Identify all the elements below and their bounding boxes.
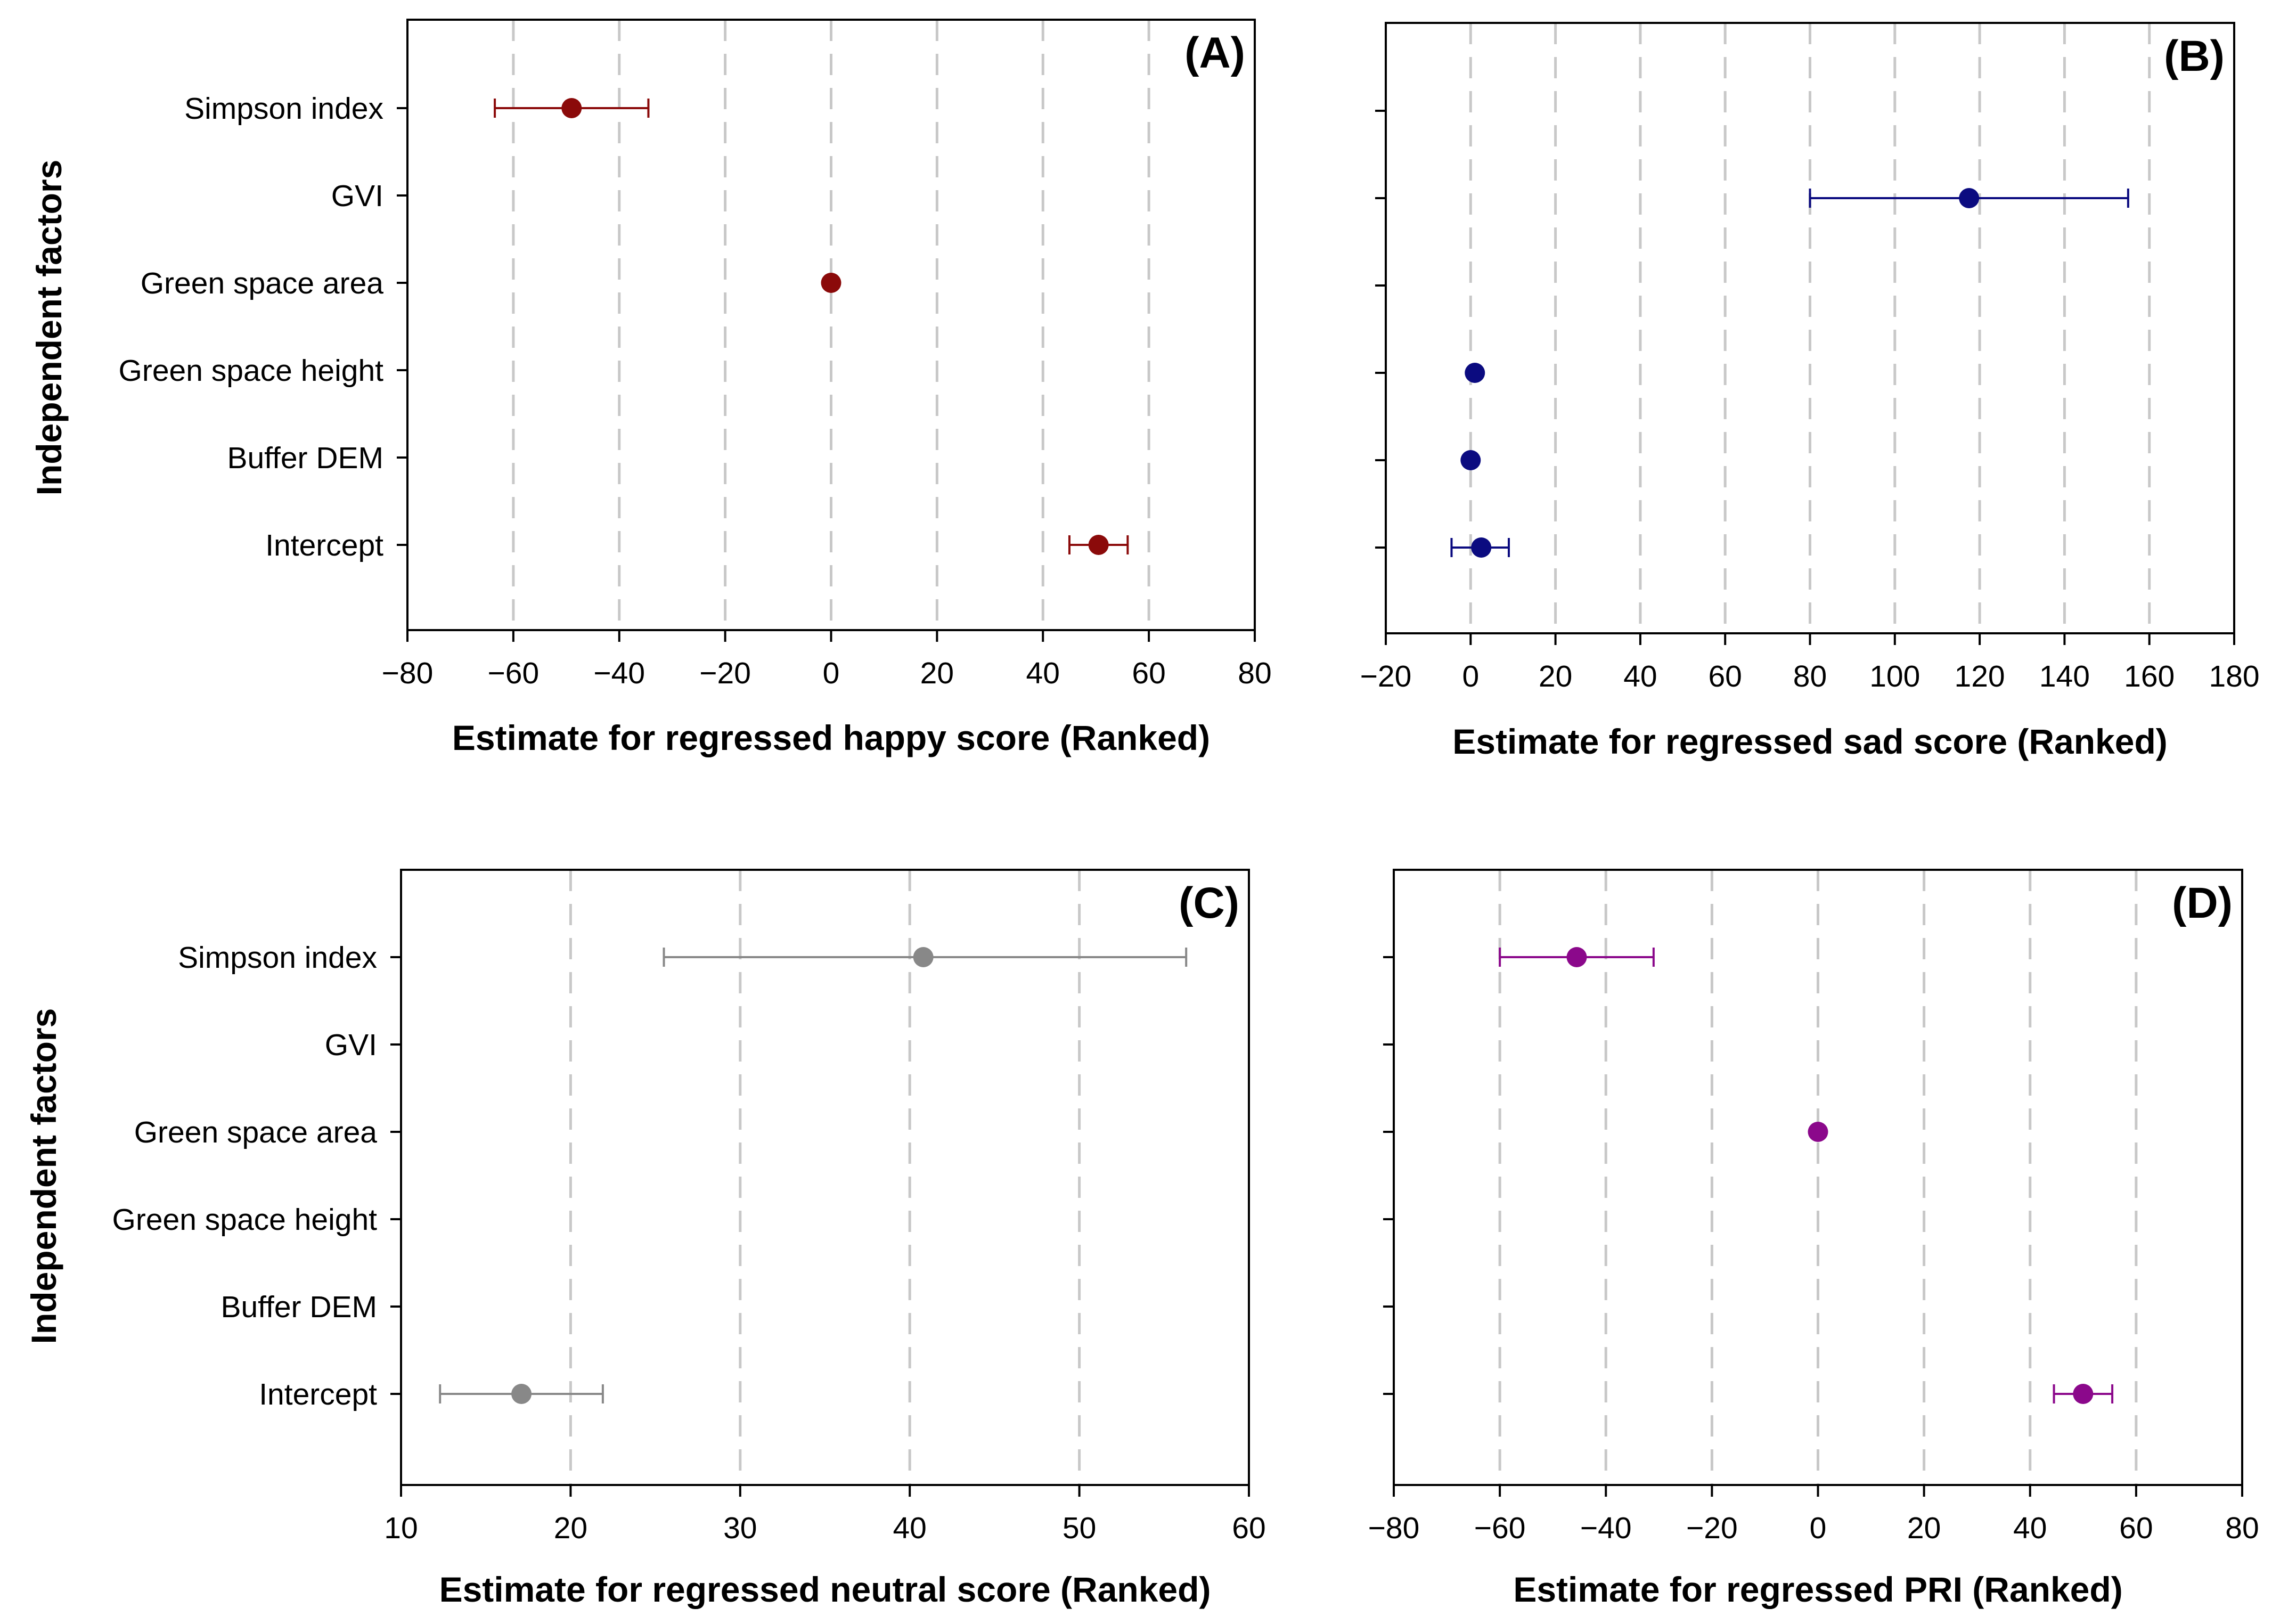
x-tick-label: 80 [2225, 1511, 2259, 1545]
estimate-point [1460, 450, 1481, 470]
x-tick-label: −40 [593, 656, 645, 690]
category-label: Green space area [134, 1115, 378, 1149]
category-label: GVI [325, 1028, 377, 1062]
x-tick-label: 180 [2209, 659, 2259, 693]
x-tick-label: 30 [723, 1511, 757, 1545]
estimate-point [511, 1384, 532, 1404]
x-tick-label: −20 [1360, 659, 1412, 693]
panel-letter: (A) [1184, 29, 1245, 77]
estimate-point [913, 947, 934, 967]
x-tick-label: 80 [1793, 659, 1827, 693]
estimate-point [1566, 947, 1587, 967]
x-tick-label: 20 [1907, 1511, 1941, 1545]
category-label: Green space height [119, 354, 384, 388]
panel-a: −80 −60 −40 −20 0 20 40 60 80 Simpson index GVI Gre… [119, 19, 1272, 757]
plot-frame [400, 869, 1250, 1486]
panel-letter: (B) [2164, 32, 2225, 80]
x-tick-label: 100 [1869, 659, 1920, 693]
x-tick-label: −80 [1368, 1511, 1420, 1545]
estimate-point [2073, 1384, 2094, 1404]
estimate-point [821, 273, 841, 293]
x-tick-label: −60 [1474, 1511, 1526, 1545]
x-tick-label: 80 [1238, 656, 1271, 690]
category-label: Green space area [141, 266, 384, 300]
estimate-point [1471, 537, 1492, 558]
x-tick-label: 60 [2119, 1511, 2153, 1545]
x-tick-label: −40 [1580, 1511, 1632, 1545]
x-axis-title: Estimate for regressed PRI (Ranked) [1513, 1570, 2122, 1609]
x-axis-title: Estimate for regressed neutral score (Ra… [439, 1570, 1211, 1609]
panel-letter: (C) [1179, 879, 1239, 927]
x-tick-label: 60 [1132, 656, 1165, 690]
x-axis-title: Estimate for regressed happy score (Rank… [452, 718, 1210, 757]
category-label: Intercept [259, 1377, 377, 1411]
x-tick-label: −20 [699, 656, 751, 690]
estimate-point [1465, 363, 1485, 383]
x-tick-label: 160 [2124, 659, 2175, 693]
x-tick-label: 0 [1810, 1511, 1827, 1545]
x-tick-label: 10 [384, 1511, 418, 1545]
estimate-point [561, 98, 582, 118]
x-tick-label: 20 [554, 1511, 587, 1545]
category-label: Simpson index [184, 92, 383, 126]
category-label: Buffer DEM [227, 441, 383, 475]
x-tick-label: 50 [1063, 1511, 1096, 1545]
estimate-point [1959, 188, 1980, 208]
category-label: Simpson index [178, 941, 377, 975]
y-axis-title-bottom: Independent factors [24, 1008, 63, 1344]
panel-b: −20 0 20 40 60 80 100 120 140 160 180 (B) Estimate f… [1360, 22, 2260, 761]
panel-c: 10 20 30 40 50 60 Simpson index GVI Green space … [112, 869, 1266, 1609]
x-tick-label: −20 [1686, 1511, 1738, 1545]
panel-letter: (D) [2172, 879, 2233, 927]
category-label: Green space height [112, 1203, 378, 1237]
x-tick-label: 40 [893, 1511, 926, 1545]
x-tick-label: 120 [1955, 659, 2005, 693]
category-label: Intercept [265, 528, 383, 562]
x-tick-label: 40 [1026, 656, 1060, 690]
estimate-point [1808, 1122, 1828, 1142]
x-tick-label: 40 [2013, 1511, 2047, 1545]
x-axis-title: Estimate for regressed sad score (Ranked… [1452, 722, 2168, 761]
x-tick-label: 0 [1462, 659, 1479, 693]
category-label: GVI [331, 179, 383, 213]
x-tick-label: −80 [382, 656, 434, 690]
x-tick-label: 20 [1539, 659, 1572, 693]
x-tick-label: 60 [1708, 659, 1742, 693]
x-tick-label: −60 [488, 656, 540, 690]
x-tick-label: 60 [1232, 1511, 1265, 1545]
x-tick-label: 40 [1623, 659, 1657, 693]
x-tick-label: 0 [823, 656, 840, 690]
x-tick-label: 140 [2039, 659, 2090, 693]
x-tick-label: 20 [920, 656, 954, 690]
y-axis-title-top: Independent factors [29, 160, 69, 496]
panel-d: −80 −60 −40 −20 0 20 40 60 80 (D) Estimate for reg… [1368, 869, 2259, 1609]
estimate-point [1088, 535, 1109, 555]
category-label: Buffer DEM [220, 1290, 377, 1324]
